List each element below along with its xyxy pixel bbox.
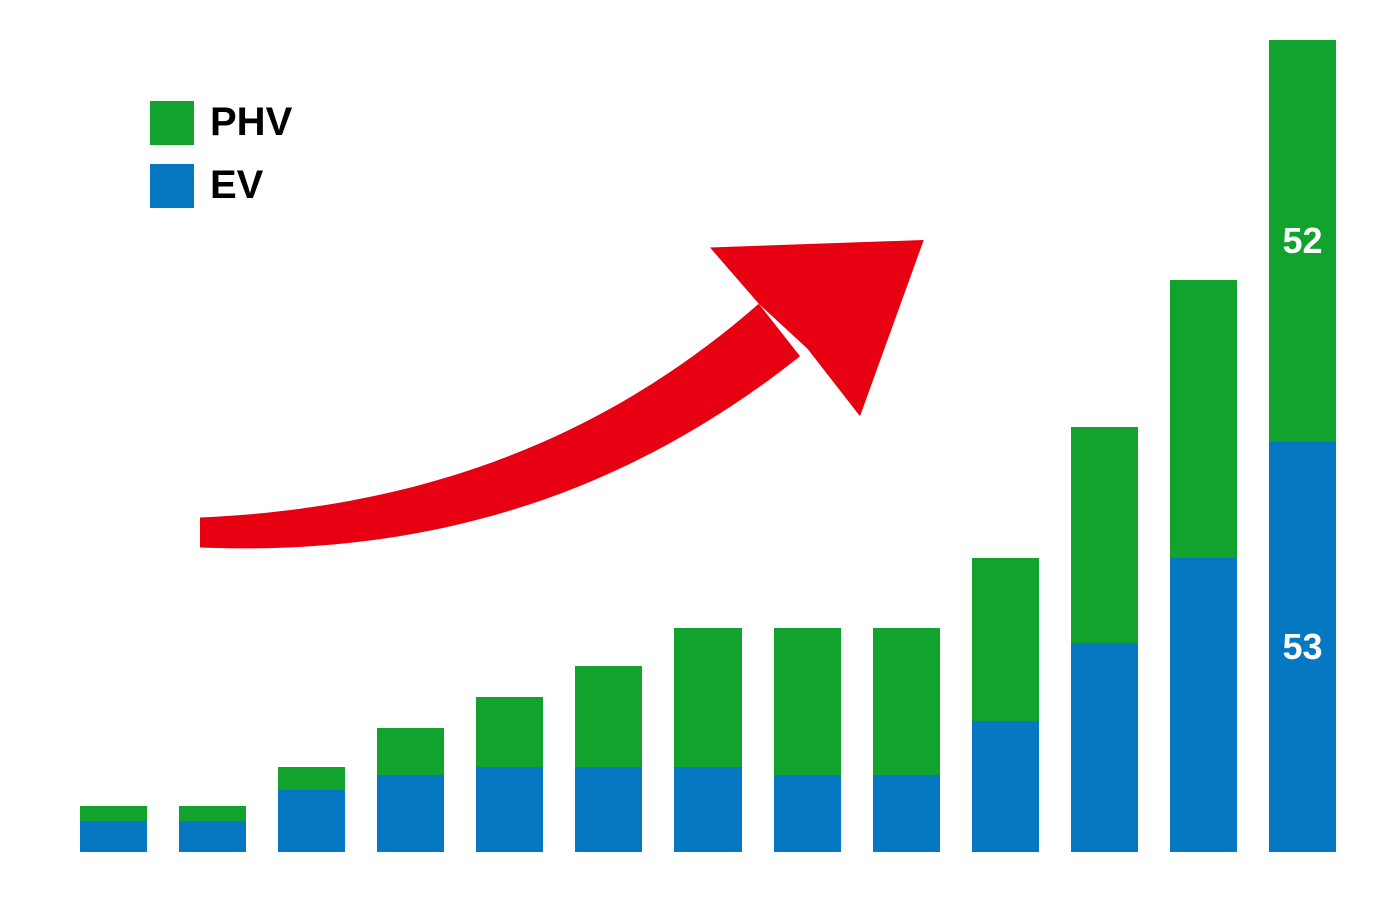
segment-value-label: 53	[1282, 626, 1322, 668]
segment-phv	[80, 806, 147, 821]
segment-phv	[179, 806, 246, 821]
bar-3	[377, 40, 444, 852]
segment-phv	[1170, 280, 1237, 558]
legend-item-ev: EV	[150, 163, 292, 208]
bar-8	[873, 40, 940, 852]
segment-ev	[674, 767, 741, 852]
bar-7	[774, 40, 841, 852]
segment-phv	[873, 628, 940, 775]
legend-label-ev: EV	[210, 163, 263, 208]
legend: PHV EV	[150, 100, 292, 226]
segment-phv	[774, 628, 841, 775]
segment-phv	[674, 628, 741, 767]
segment-phv	[1071, 427, 1138, 644]
segment-ev	[476, 767, 543, 852]
stacked-bar-chart: 52 53 PHV EV	[0, 0, 1376, 912]
legend-swatch-ev	[150, 164, 194, 208]
segment-ev	[1071, 643, 1138, 852]
segment-ev	[575, 767, 642, 852]
segment-ev: 53	[1269, 442, 1336, 852]
segment-phv	[377, 728, 444, 774]
segment-ev	[873, 775, 940, 852]
bar-4	[476, 40, 543, 852]
legend-item-phv: PHV	[150, 100, 292, 145]
segment-ev	[179, 821, 246, 852]
segment-ev	[377, 775, 444, 852]
segment-value-label: 52	[1282, 220, 1322, 262]
bar-6	[674, 40, 741, 852]
segment-phv: 52	[1269, 40, 1336, 442]
segment-ev	[972, 721, 1039, 852]
segment-phv	[278, 767, 345, 790]
bar-10	[1071, 40, 1138, 852]
bar-5	[575, 40, 642, 852]
segment-phv	[575, 666, 642, 767]
legend-label-phv: PHV	[210, 100, 292, 145]
bar-0	[80, 40, 147, 852]
bar-12: 52 53	[1269, 40, 1336, 852]
segment-ev	[774, 775, 841, 852]
bar-9	[972, 40, 1039, 852]
segment-phv	[476, 697, 543, 767]
segment-ev	[278, 790, 345, 852]
bar-11	[1170, 40, 1237, 852]
segment-ev	[1170, 558, 1237, 852]
segment-ev	[80, 821, 147, 852]
legend-swatch-phv	[150, 101, 194, 145]
segment-phv	[972, 558, 1039, 720]
